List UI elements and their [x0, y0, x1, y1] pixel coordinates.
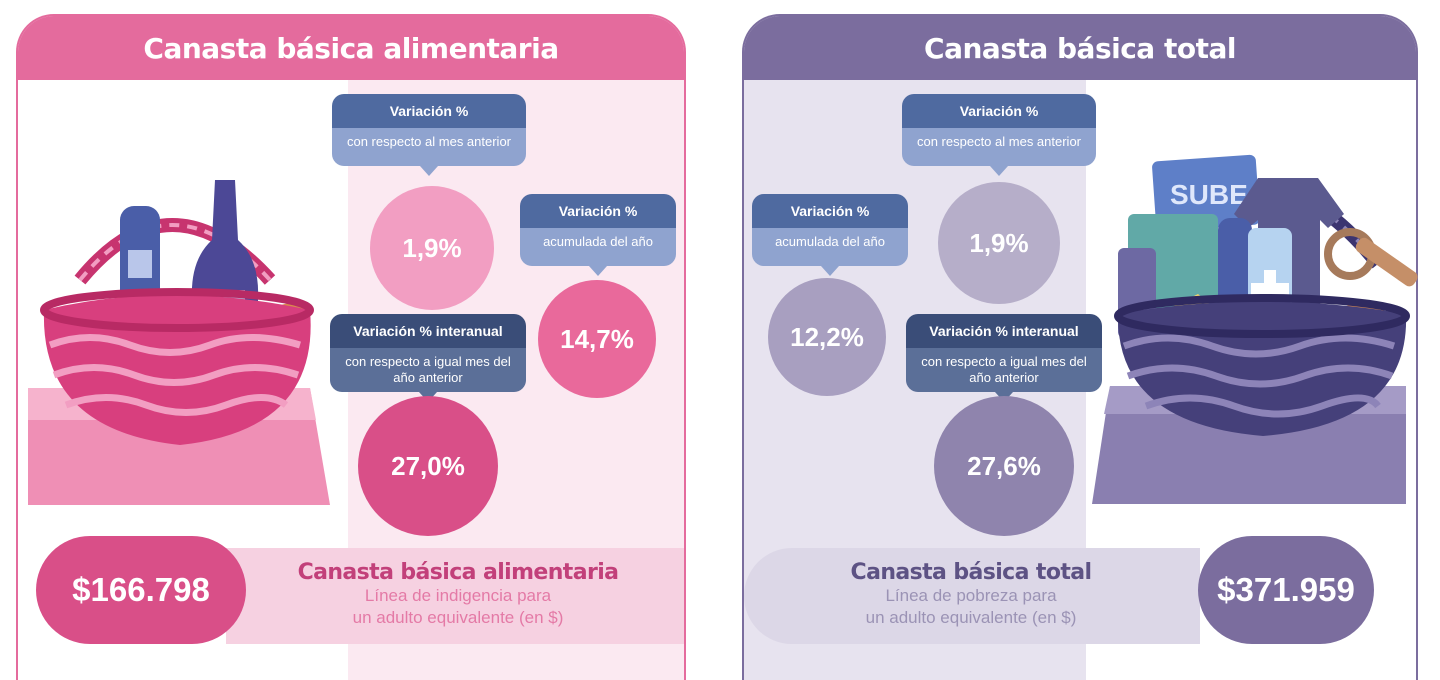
amount-badge: $166.798 [36, 536, 246, 644]
callout-title: Variación % interanual [906, 314, 1102, 348]
callout-ytd-variation: Variación % acumulada del año [520, 194, 676, 276]
callout-tip [821, 266, 839, 276]
footer-title: Canasta básica total [850, 560, 1093, 585]
callout-yoy-variation: Variación % interanual con respecto a ig… [906, 314, 1102, 402]
callout-body: con respecto al mes anterior [332, 128, 526, 166]
panel-title: Canasta básica total [744, 16, 1416, 80]
callout-title: Variación % [520, 194, 676, 228]
callout-body: con respecto al mes anterior [902, 128, 1096, 166]
callout-tip [589, 266, 607, 276]
callout-monthly-variation: Variación % con respecto al mes anterior [332, 94, 526, 176]
total-basket-illustration: SUBE [1092, 154, 1418, 504]
value-circle-yoy: 27,6% [934, 396, 1074, 536]
value-circle-monthly: 1,9% [938, 182, 1060, 304]
value-circle-ytd: 14,7% [538, 280, 656, 398]
footer-band [226, 548, 684, 644]
footer-line-1: Línea de indigencia para [364, 586, 552, 605]
footer-band [744, 548, 1200, 644]
value-circle-monthly: 1,9% [370, 186, 494, 310]
callout-ytd-variation: Variación % acumulada del año [752, 194, 908, 276]
callout-body: acumulada del año [520, 228, 676, 266]
footer-title: Canasta básica alimentaria [297, 560, 619, 585]
amount-badge: $371.959 [1198, 536, 1374, 644]
callout-title: Variación % [902, 94, 1096, 128]
callout-monthly-variation: Variación % con respecto al mes anterior [902, 94, 1096, 176]
callout-body: con respecto a igual mes del año anterio… [906, 348, 1102, 392]
footer-label: Canasta básica alimentaria Línea de indi… [240, 560, 676, 629]
value-circle-yoy: 27,0% [358, 396, 498, 536]
sube-card-label: SUBE [1170, 179, 1248, 210]
callout-title: Variación % [752, 194, 908, 228]
callout-tip [420, 166, 438, 176]
callout-yoy-variation: Variación % interanual con respecto a ig… [330, 314, 526, 402]
footer-label: Canasta básica total Línea de pobreza pa… [756, 560, 1186, 629]
callout-tip [990, 166, 1008, 176]
callout-title: Variación % interanual [330, 314, 526, 348]
footer-line-2: un adulto equivalente (en $) [352, 608, 564, 627]
footer-line-2: un adulto equivalente (en $) [865, 608, 1077, 627]
panel-title: Canasta básica alimentaria [18, 16, 684, 80]
callout-body: acumulada del año [752, 228, 908, 266]
callout-body: con respecto a igual mes del año anterio… [330, 348, 526, 392]
value-circle-ytd: 12,2% [768, 278, 886, 396]
footer-line-1: Línea de pobreza para [885, 586, 1057, 605]
callout-title: Variación % [332, 94, 526, 128]
food-basket-illustration [28, 180, 330, 505]
